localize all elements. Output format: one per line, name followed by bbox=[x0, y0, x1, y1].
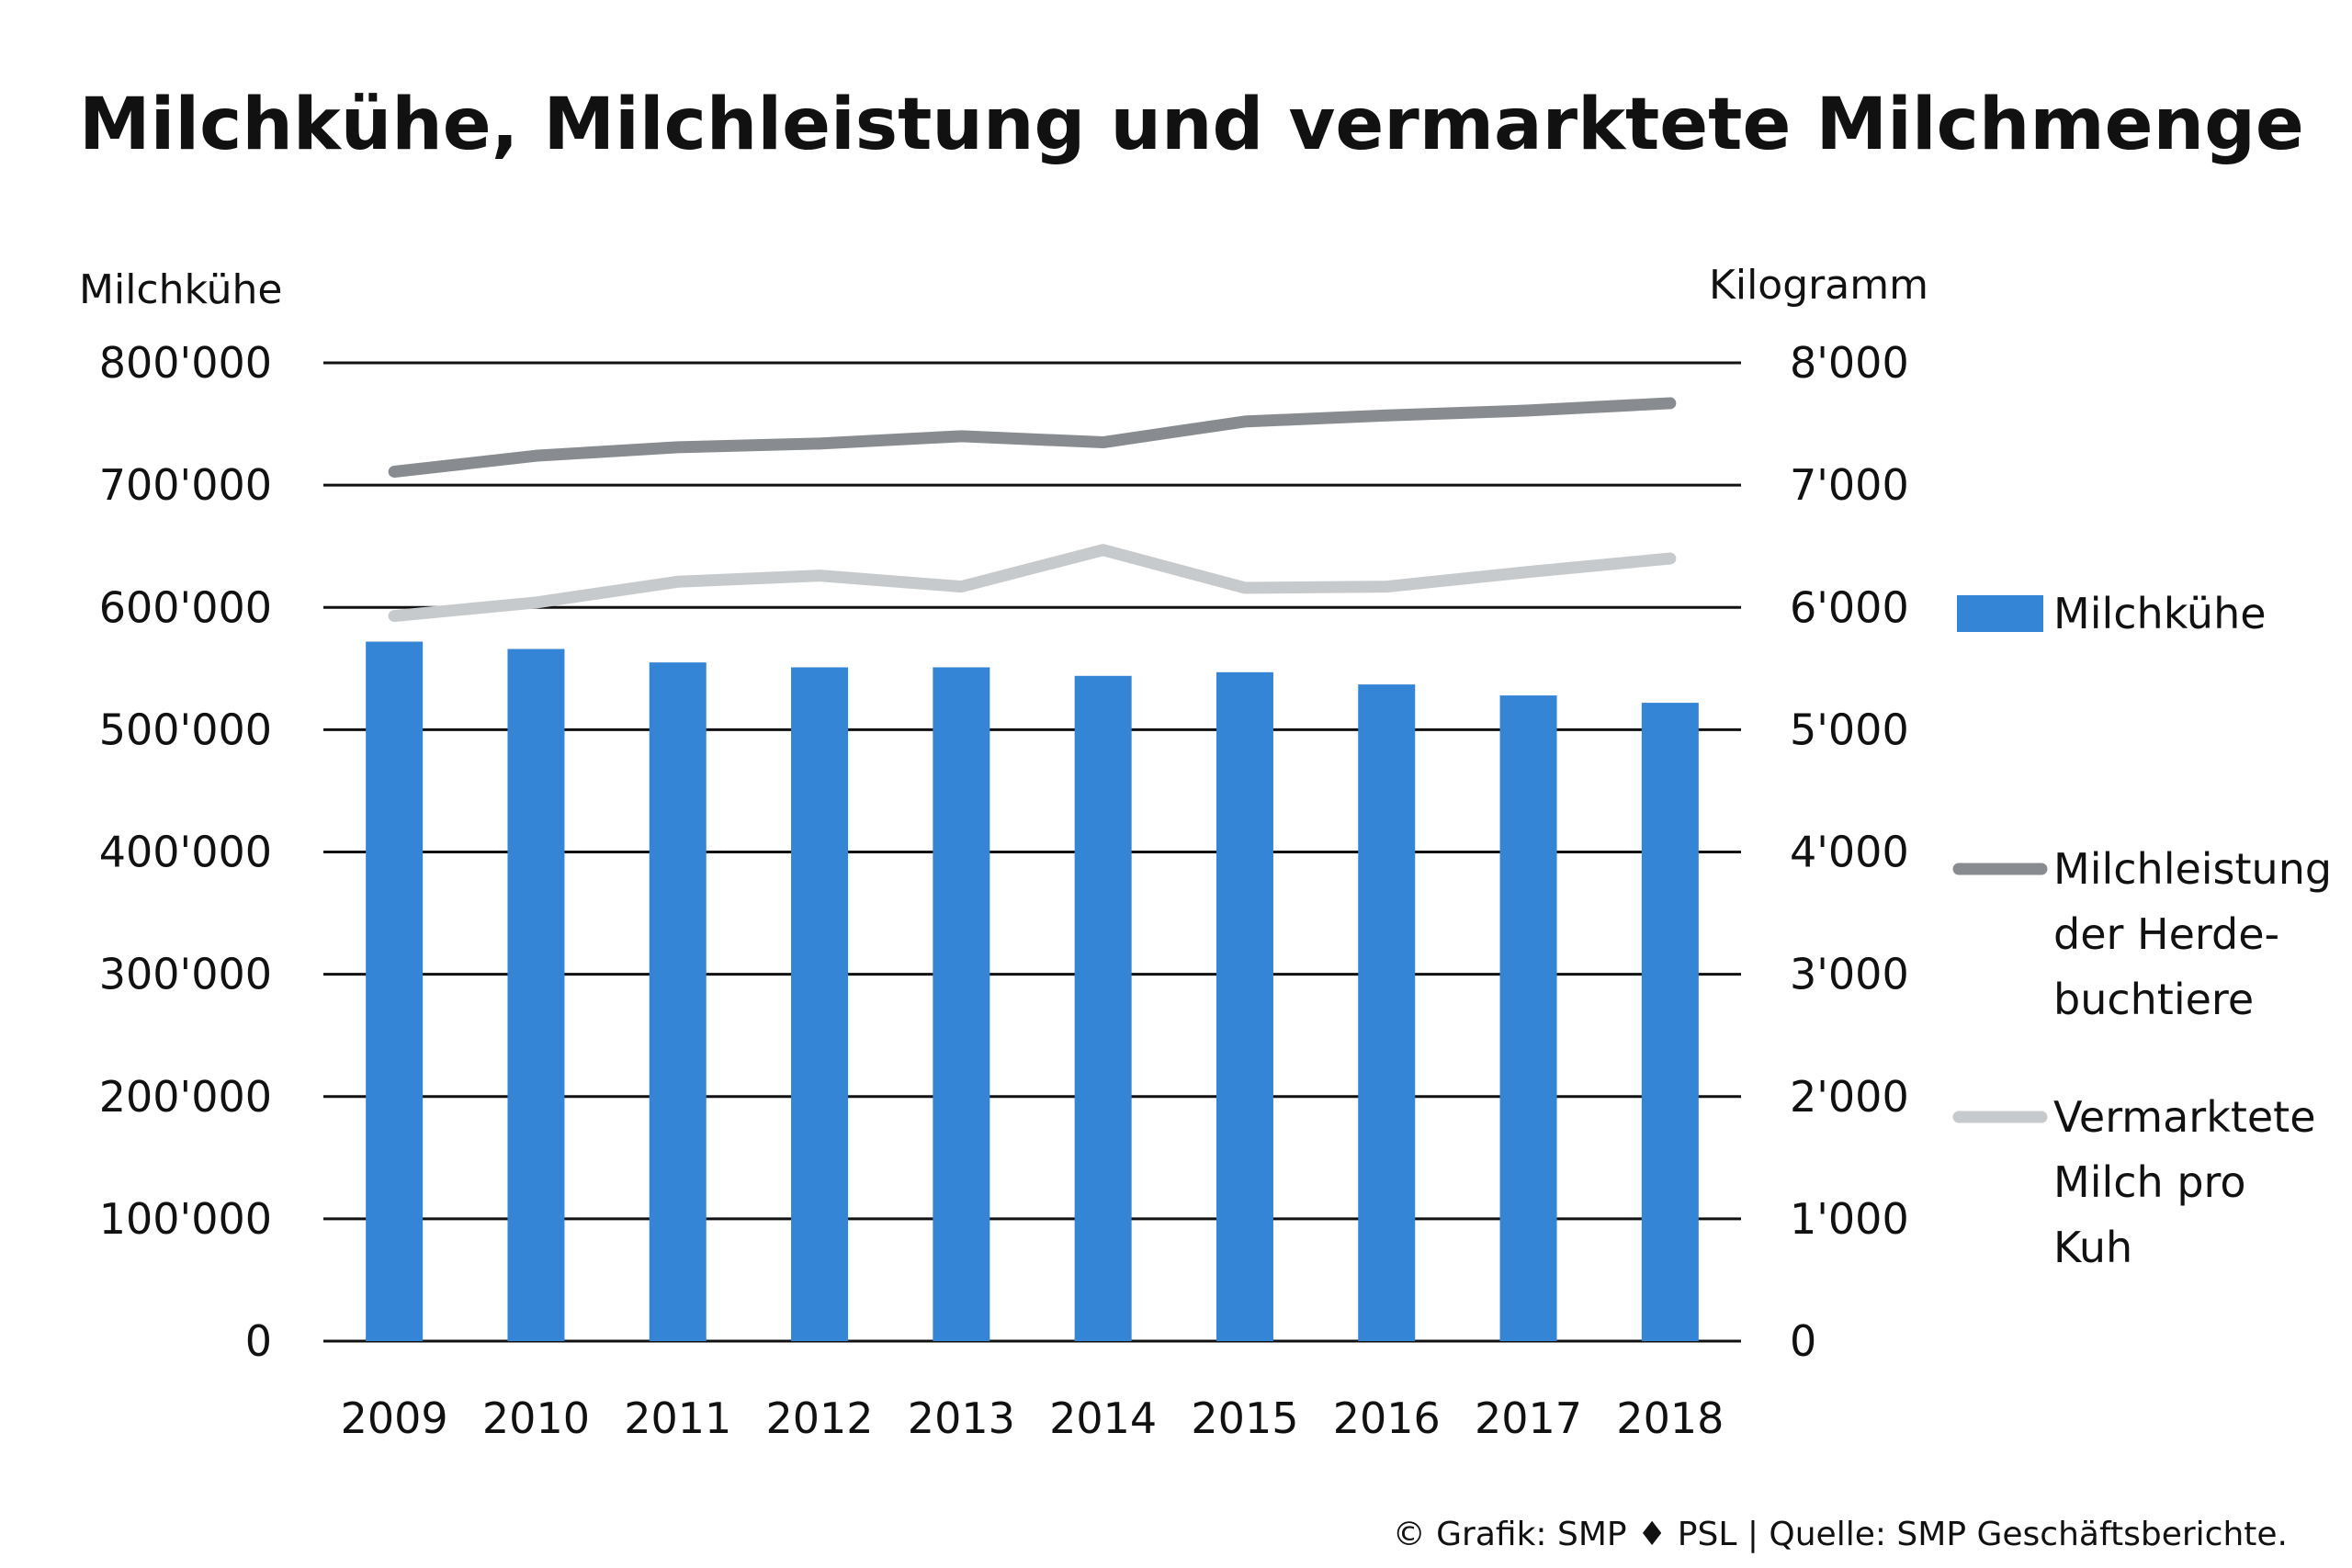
bar-2009 bbox=[366, 641, 424, 1341]
bar-2017 bbox=[1499, 695, 1557, 1341]
legend-label: Milchkühe bbox=[2053, 589, 2267, 638]
legend-item: Vermarktete Milch pro Kuh bbox=[1952, 1092, 2316, 1272]
legend-item: Milchkühe bbox=[1957, 589, 2267, 638]
footer-source: © Grafik: SMP ♦ PSL | Quelle: SMP Geschä… bbox=[1393, 1516, 2288, 1553]
bar-2013 bbox=[933, 667, 990, 1341]
y-axis-left-ticks: 0 100'000 200'000 300'000 400'000 500'000 600'… bbox=[99, 338, 272, 1366]
y-axis-right-title: Kilogramm bbox=[1709, 262, 1928, 309]
y-left-tick-label: 800'000 bbox=[99, 338, 272, 388]
y-left-tick-label: 200'000 bbox=[99, 1072, 272, 1122]
y-right-tick-label: 2'000 bbox=[1790, 1072, 1909, 1122]
y-axis-right-ticks: 0 1'000 2'000 3'000 4'000 5'000 6'000 7'000 8'00… bbox=[1790, 338, 1909, 1366]
bars bbox=[366, 641, 1699, 1341]
legend-swatch bbox=[1957, 595, 2043, 632]
series-line-1 bbox=[388, 397, 1677, 478]
bar-2011 bbox=[649, 662, 707, 1341]
bar-2016 bbox=[1358, 684, 1416, 1341]
y-left-tick-label: 300'000 bbox=[99, 950, 272, 999]
y-right-tick-label: 8'000 bbox=[1790, 338, 1909, 388]
y-right-tick-label: 6'000 bbox=[1790, 582, 1909, 632]
lines bbox=[388, 397, 1677, 623]
legend-item: Milchleistung der Herde-buchtiere bbox=[1952, 844, 2332, 1024]
x-tick-label: 2013 bbox=[908, 1393, 1015, 1443]
y-left-tick-label: 100'000 bbox=[99, 1194, 272, 1244]
y-right-tick-label: 5'000 bbox=[1790, 705, 1909, 754]
x-tick-label: 2014 bbox=[1049, 1393, 1157, 1443]
bar-2018 bbox=[1641, 703, 1699, 1341]
y-left-tick-label: 700'000 bbox=[99, 460, 272, 510]
legend: Milchkühe Milchleistung der Herde-buchtier… bbox=[1952, 589, 2332, 1272]
y-right-tick-label: 0 bbox=[1790, 1316, 1816, 1366]
y-axis-left-title: Milchkühe bbox=[79, 266, 282, 313]
chart-title: Milchkühe, Milchleistung und vermarktete… bbox=[79, 84, 2304, 166]
y-left-tick-label: 500'000 bbox=[99, 705, 272, 754]
x-tick-label: 2015 bbox=[1191, 1393, 1298, 1443]
y-left-tick-label: 400'000 bbox=[99, 828, 272, 877]
y-right-tick-label: 4'000 bbox=[1790, 828, 1909, 877]
legend-label: Vermarktete Milch pro Kuh bbox=[2053, 1092, 2316, 1272]
legend-label: Milchleistung der Herde-buchtiere bbox=[2053, 844, 2332, 1024]
y-right-tick-label: 1'000 bbox=[1790, 1194, 1909, 1244]
y-left-tick-label: 600'000 bbox=[99, 582, 272, 632]
bar-2014 bbox=[1074, 675, 1132, 1341]
x-tick-label: 2009 bbox=[341, 1393, 448, 1443]
bar-2015 bbox=[1216, 671, 1273, 1341]
x-tick-label: 2012 bbox=[766, 1393, 874, 1443]
x-tick-label: 2011 bbox=[624, 1393, 731, 1443]
x-tick-label: 2018 bbox=[1616, 1393, 1724, 1443]
x-axis-ticks: 2009 2010 2011 2012 2013 2014 2015 2016 2017 2018 bbox=[341, 1393, 1724, 1443]
bar-2010 bbox=[507, 649, 565, 1341]
x-tick-label: 2010 bbox=[482, 1393, 590, 1443]
series-line-2 bbox=[388, 544, 1677, 623]
y-left-tick-label: 0 bbox=[245, 1316, 272, 1366]
y-right-tick-label: 7'000 bbox=[1790, 460, 1909, 510]
x-tick-label: 2017 bbox=[1475, 1393, 1582, 1443]
bar-2012 bbox=[791, 667, 849, 1341]
y-right-tick-label: 3'000 bbox=[1790, 950, 1909, 999]
x-tick-label: 2016 bbox=[1333, 1393, 1441, 1443]
